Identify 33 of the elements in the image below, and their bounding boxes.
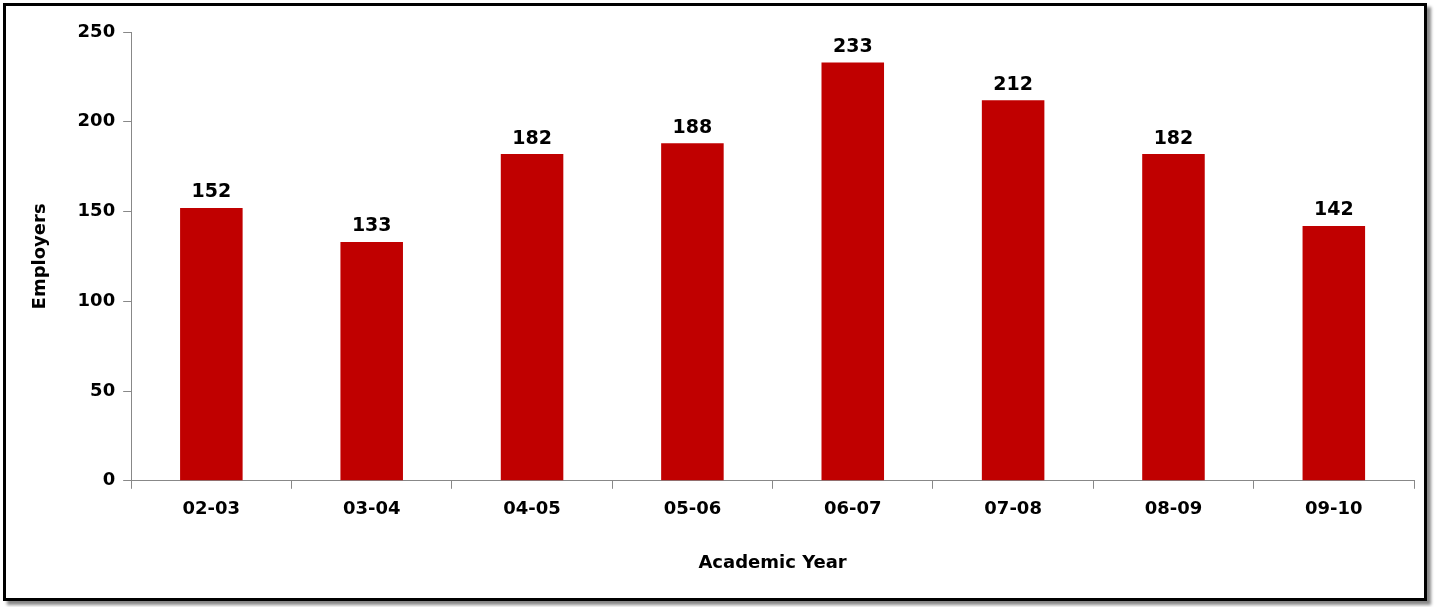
bar — [1302, 225, 1366, 481]
bar — [500, 154, 564, 481]
y-tick-label: 250 — [77, 19, 116, 41]
y-axis-title: Employers — [28, 203, 50, 310]
y-tick-label: 200 — [77, 109, 116, 131]
x-tick-label: 05-06 — [663, 497, 722, 519]
y-tick-label: 150 — [77, 199, 116, 221]
data-label: 182 — [512, 125, 552, 148]
x-tick-label: 07-08 — [984, 497, 1042, 519]
bar — [981, 100, 1045, 481]
data-label: 182 — [1153, 125, 1194, 148]
bar — [1142, 154, 1205, 481]
x-axis-title: Academic Year — [698, 550, 847, 572]
frame: Academic Year Employers 02-03 03-04 04-05 05-06 06-07 07-08 08-09 09-10 0 50 100 150 200 250 152 133 182 188 233 212 182 142 — [3, 3, 1427, 601]
bar — [821, 62, 885, 481]
bar — [661, 143, 724, 481]
y-tick-label: 0 — [102, 468, 116, 490]
bar — [180, 207, 243, 481]
data-label: 188 — [672, 114, 713, 137]
x-tick-label: 09-10 — [1305, 497, 1363, 519]
data-label: 142 — [1313, 197, 1354, 220]
x-tick-label: 02-03 — [182, 497, 241, 519]
x-tick-label: 06-07 — [823, 497, 882, 519]
data-label: 133 — [351, 213, 392, 236]
bar — [340, 242, 403, 481]
y-tick-label: 100 — [77, 288, 116, 310]
x-tick-label: 08-09 — [1144, 497, 1203, 519]
data-label: 212 — [993, 71, 1033, 94]
y-tick-label: 50 — [90, 378, 116, 400]
x-tick-label: 03-04 — [342, 497, 401, 519]
x-tick-label: 04-05 — [503, 497, 561, 519]
data-label: 233 — [832, 33, 873, 56]
data-label: 152 — [191, 179, 232, 202]
